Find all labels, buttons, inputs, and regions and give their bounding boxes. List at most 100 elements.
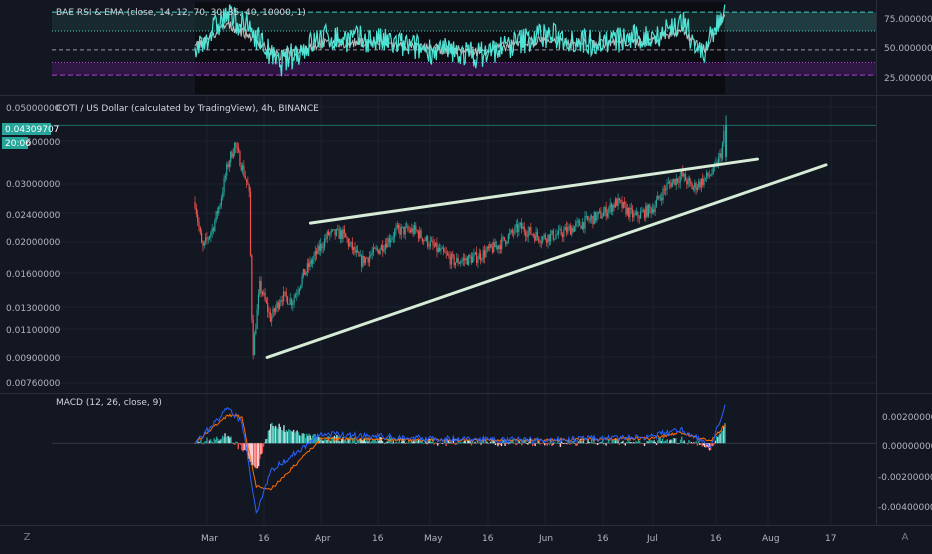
macd-histogram-bar <box>360 438 362 444</box>
macd-histogram-bar <box>338 440 340 444</box>
candle-body <box>563 230 565 237</box>
zoom-icon[interactable]: Z <box>23 532 31 543</box>
candle-body <box>635 211 638 215</box>
macd-histogram-bar <box>578 440 581 444</box>
macd-histogram-bar <box>713 443 715 445</box>
candle-body <box>515 224 517 227</box>
macd-histogram-bar <box>458 442 461 444</box>
candle-body <box>313 255 315 260</box>
macd-histogram-bar <box>625 441 628 444</box>
rsi-tick-label: 25.00000000 <box>884 74 932 84</box>
macd-histogram-bar <box>590 439 593 444</box>
candle-body <box>464 258 466 261</box>
macd-histogram-bar <box>598 443 600 444</box>
rsi-price-axis[interactable]: 75.00000000 50.00000000 25.00000000 <box>884 15 932 84</box>
macd-histogram-bar <box>227 436 230 444</box>
candle-body <box>544 234 546 240</box>
macd-histogram-bar <box>211 441 213 444</box>
candle-body <box>322 247 324 249</box>
macd-histogram-bar <box>469 441 471 444</box>
candle-body <box>657 195 659 200</box>
macd-histogram-bar <box>405 442 408 444</box>
macd-histogram-bar <box>715 436 718 444</box>
rsi-pane[interactable]: BAE RSI & EMA (close, 14, 12, 70, 30, 35… <box>52 2 876 94</box>
macd-histogram-bar <box>296 430 298 444</box>
candle-body <box>458 263 461 264</box>
macd-histogram-bar <box>464 440 467 444</box>
trendline-lower[interactable] <box>265 163 828 359</box>
macd-histogram-bar <box>604 442 606 444</box>
candle-body <box>617 197 619 207</box>
macd-histogram-bar <box>298 435 301 444</box>
price-axis[interactable]: 0.05000000 0.03600000 0.03000000 0.02400… <box>2 104 61 389</box>
macd-pane[interactable]: MACD (12, 26, close, 9) <box>52 398 876 514</box>
candle-body <box>532 234 535 236</box>
macd-histogram-bar <box>641 443 643 444</box>
time-tick-label: Jun <box>538 534 553 544</box>
macd-histogram-bar <box>358 438 361 444</box>
macd-histogram-bar <box>435 443 438 444</box>
candle-body <box>281 300 283 302</box>
macd-histogram-bar <box>619 442 622 444</box>
macd-histogram-bar <box>322 440 325 444</box>
candle-body <box>536 231 539 237</box>
macd-histogram-bar <box>632 442 635 444</box>
macd-histogram-bar <box>553 442 556 444</box>
macd-histogram-bar <box>374 439 376 444</box>
time-tick-label: 16 <box>372 534 384 544</box>
candle-body <box>680 171 683 176</box>
candle-body <box>608 208 610 213</box>
macd-histogram-bar <box>483 443 486 444</box>
macd-histogram-bar <box>321 440 324 444</box>
trendline-upper[interactable] <box>308 157 759 225</box>
macd-histogram-bar <box>676 443 678 444</box>
candle-body <box>442 247 445 252</box>
macd-histogram-bar <box>195 443 197 444</box>
macd-histogram-bar <box>661 438 664 444</box>
candle-body <box>371 252 373 255</box>
candle-body <box>318 245 320 251</box>
macd-histogram-bar <box>340 438 343 444</box>
macd-price-axis[interactable]: 0.00200000 0.00000000 -0.00200000 -0.004… <box>878 413 932 513</box>
macd-histogram-bar <box>205 441 207 444</box>
candle-body <box>222 192 224 198</box>
price-tick-label: 0.01600000 <box>6 270 61 280</box>
macd-histogram-bar <box>574 443 576 444</box>
candle-body <box>661 197 663 201</box>
candle-body <box>466 257 468 265</box>
macd-histogram-bar <box>637 440 640 444</box>
macd-histogram-bar <box>446 439 449 444</box>
macd-histogram-bar <box>203 441 206 444</box>
price-pane-title: COTI / US Dollar (calculated by TradingV… <box>56 104 319 114</box>
candle-body <box>629 207 631 217</box>
candle-body <box>399 228 401 235</box>
candle-body <box>387 238 389 248</box>
macd-histogram-bar <box>547 442 550 444</box>
macd-histogram-bar <box>249 443 251 462</box>
macd-histogram-bar <box>618 443 620 445</box>
candle-body <box>626 207 628 215</box>
auto-scale-button[interactable]: A <box>901 532 909 543</box>
macd-histogram-bar <box>629 442 631 444</box>
macd-histogram-bar <box>440 443 443 444</box>
time-axis[interactable]: Mar 16 Apr 16 May 16 Jun 16 Jul 16 Aug 1… <box>201 534 836 544</box>
macd-histogram-bar <box>714 440 717 444</box>
macd-histogram-bar <box>647 441 649 444</box>
macd-histogram-bar <box>367 441 369 444</box>
macd-histogram-bar <box>607 439 610 444</box>
macd-histogram-bar <box>657 440 659 444</box>
candle-body <box>382 245 384 252</box>
time-tick-label: Aug <box>762 534 780 544</box>
macd-histogram-bar <box>235 441 237 444</box>
macd-histogram-bar <box>587 439 589 444</box>
macd-histogram-bar <box>653 440 655 444</box>
time-tick-label: 16 <box>710 534 722 544</box>
candle-body <box>491 247 494 253</box>
candle-body <box>379 249 381 255</box>
candle-body <box>276 302 278 308</box>
candle-body <box>699 181 701 188</box>
candle-body <box>692 187 695 190</box>
price-pane[interactable]: COTI / US Dollar (calculated by TradingV… <box>52 104 876 360</box>
